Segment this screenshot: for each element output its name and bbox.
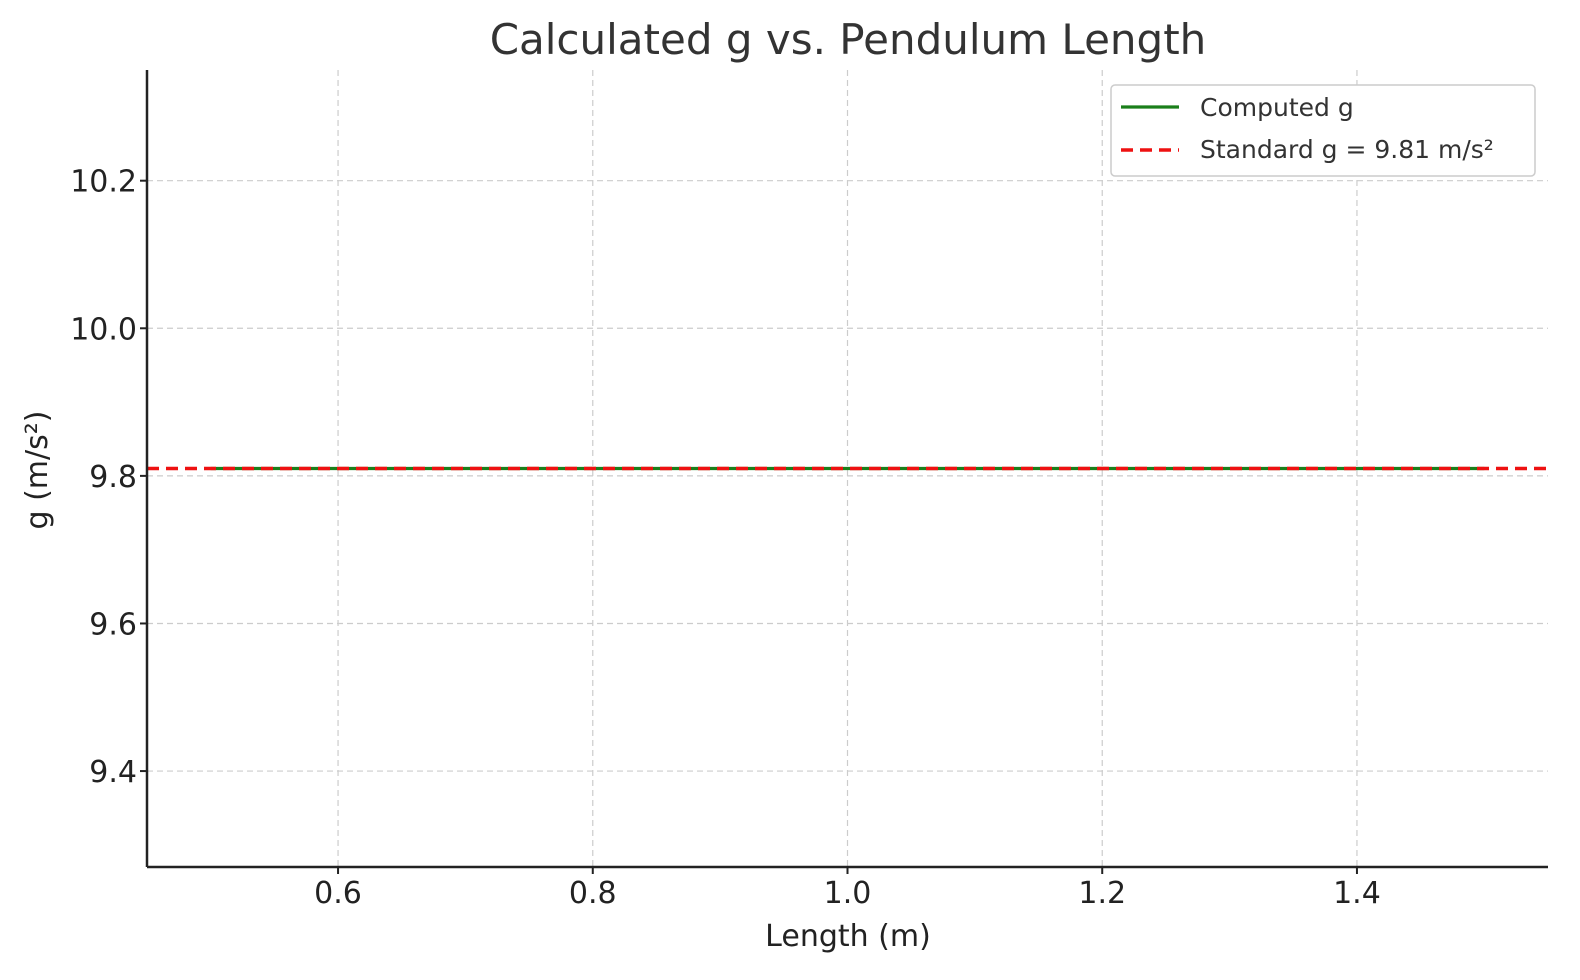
x-tick-label: 0.8 bbox=[569, 876, 617, 911]
x-tick-label: 1.4 bbox=[1333, 876, 1381, 911]
ticks-layer: 0.6 0.8 1.0 1.2 1.4 9.4 9.6 9.8 10.0 10.2 bbox=[70, 165, 1381, 911]
y-tick-label: 10.2 bbox=[70, 165, 137, 200]
y-tick-label: 9.8 bbox=[89, 460, 137, 495]
y-tick-label: 10.0 bbox=[70, 312, 137, 347]
x-tick-label: 1.0 bbox=[824, 876, 872, 911]
grid-lines bbox=[147, 70, 1548, 867]
x-axis-label: Length (m) bbox=[765, 919, 931, 954]
legend-label-standard-g: Standard g = 9.81 m/s² bbox=[1200, 135, 1494, 164]
y-axis-label: g (m/s²) bbox=[20, 411, 55, 530]
legend-box bbox=[1110, 84, 1536, 177]
chart-title: Calculated g vs. Pendulum Length bbox=[490, 15, 1207, 64]
y-tick-label: 9.4 bbox=[89, 755, 137, 790]
x-tick-label: 1.2 bbox=[1078, 876, 1126, 911]
legend-label-computed-g: Computed g bbox=[1200, 93, 1354, 122]
x-tick-label: 0.6 bbox=[314, 876, 362, 911]
y-tick-label: 9.6 bbox=[89, 607, 137, 642]
legend: Computed g Standard g = 9.81 m/s² bbox=[1110, 84, 1536, 177]
